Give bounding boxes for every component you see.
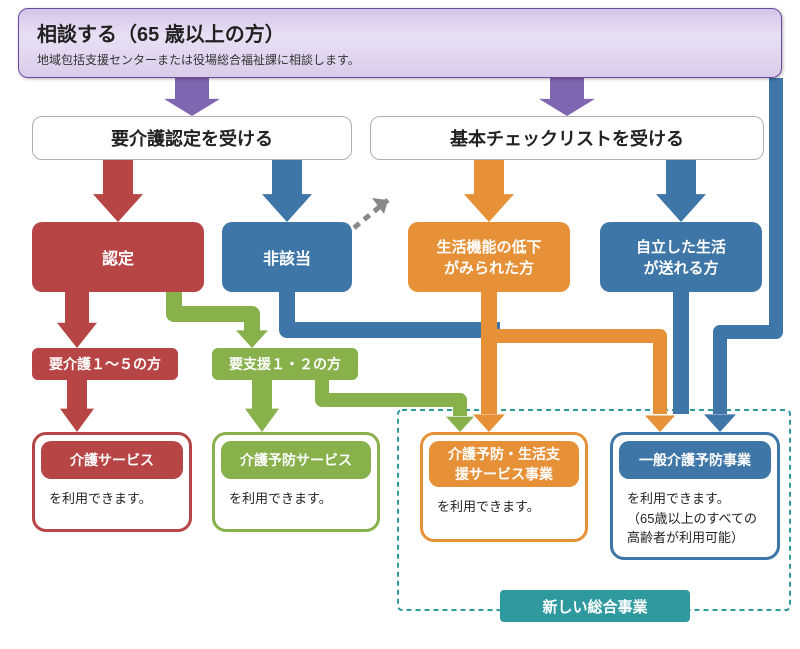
kaigo15-label: 要介護１～５の方 (32, 348, 178, 380)
nintei-box: 認定 (32, 222, 204, 292)
service-s3-name: 介護予防・生活支援サービス事業 (429, 441, 579, 487)
higaitou-box: 非該当 (222, 222, 352, 292)
service-s1-text: を利用できます。 (41, 479, 183, 509)
jiritsu-box: 自立した生活が送れる方 (600, 222, 762, 292)
shien12-label: 要支援１・２の方 (212, 348, 358, 380)
top-title: 相談する（65 歳以上の方） (37, 18, 285, 47)
service-s3-text: を利用できます。 (429, 487, 579, 517)
service-s1: 介護サービス を利用できます。 (32, 432, 192, 532)
service-s1-name: 介護サービス (41, 441, 183, 479)
sogo-label: 新しい総合事業 (500, 590, 690, 622)
top-box: 相談する（65 歳以上の方） 地域包括支援センターまたは役場総合福祉課に相談しま… (18, 8, 782, 78)
assessment-box: 要介護認定を受ける (32, 116, 352, 160)
service-s2: 介護予防サービス を利用できます。 (212, 432, 380, 532)
service-s2-name: 介護予防サービス (221, 441, 371, 479)
top-subtitle: 地域包括支援センターまたは役場総合福祉課に相談します。 (37, 51, 360, 68)
service-s3: 介護予防・生活支援サービス事業 を利用できます。 (420, 432, 588, 542)
service-s4-text: を利用できます。（65歳以上のすべての高齢者が利用可能） (619, 479, 771, 548)
seikatsu-box: 生活機能の低下がみられた方 (408, 222, 570, 292)
service-s4-name: 一般介護予防事業 (619, 441, 771, 479)
checklist-box: 基本チェックリストを受ける (370, 116, 764, 160)
service-s4: 一般介護予防事業 を利用できます。（65歳以上のすべての高齢者が利用可能） (610, 432, 780, 560)
service-s2-text: を利用できます。 (221, 479, 371, 509)
